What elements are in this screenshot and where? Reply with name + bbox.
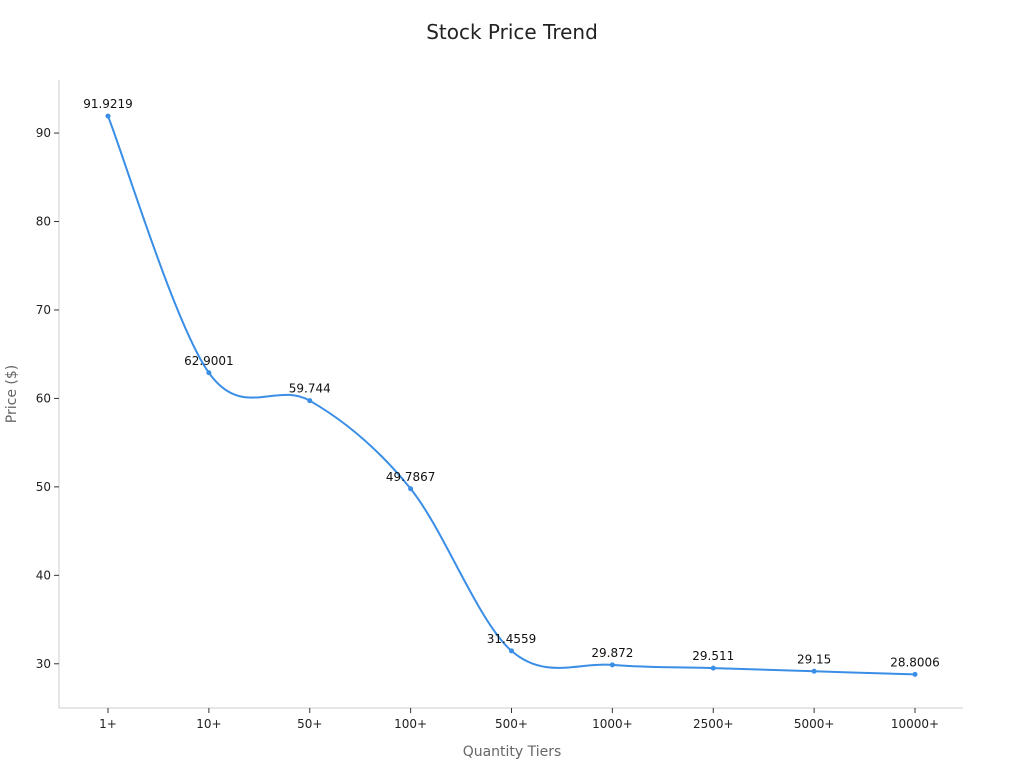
data-label: 49.7867 xyxy=(386,470,436,484)
data-point xyxy=(609,662,615,668)
x-tick-label: 1000+ xyxy=(592,717,633,731)
series-line xyxy=(107,115,916,676)
y-tick-label: 80 xyxy=(36,215,51,229)
data-labels: 91.9219 62.9001 59.744 49.7867 31.4559 29.872… xyxy=(83,97,940,669)
data-label: 29.511 xyxy=(692,649,734,663)
data-point xyxy=(206,370,212,376)
data-label: 62.9001 xyxy=(184,354,234,368)
x-tick-label: 100+ xyxy=(394,717,427,731)
data-point xyxy=(408,486,414,492)
data-label: 29.15 xyxy=(797,652,831,666)
data-label: 59.744 xyxy=(289,382,331,396)
y-tick-label: 90 xyxy=(36,126,51,140)
x-tick-label: 5000+ xyxy=(794,717,835,731)
x-axis-ticks: 1+ 10+ 50+ 100+ 500+ 1000+ 2500+ 5000+ 10000+ xyxy=(99,708,939,731)
y-tick-label: 30 xyxy=(36,657,51,671)
y-axis-ticks: 30 40 50 60 70 80 90 xyxy=(36,126,59,671)
data-label: 29.872 xyxy=(591,646,633,660)
y-tick-label: 50 xyxy=(36,480,51,494)
data-point xyxy=(710,665,716,671)
x-tick-label: 10+ xyxy=(196,717,221,731)
data-label: 91.9219 xyxy=(83,97,133,111)
data-label: 28.8006 xyxy=(890,655,940,669)
y-axis-title: Price ($) xyxy=(4,365,20,423)
data-point xyxy=(509,648,514,654)
y-tick-label: 60 xyxy=(36,391,51,405)
x-tick-label: 50+ xyxy=(297,717,322,731)
data-point xyxy=(811,668,817,674)
data-point xyxy=(307,398,313,404)
chart-title: Stock Price Trend xyxy=(426,20,598,44)
y-tick-label: 70 xyxy=(36,303,51,317)
y-tick-label: 40 xyxy=(36,568,51,582)
x-tick-label: 2500+ xyxy=(693,717,734,731)
data-point xyxy=(105,113,111,119)
x-axis-title: Quantity Tiers xyxy=(463,744,562,760)
data-label: 31.4559 xyxy=(487,632,537,646)
data-point xyxy=(912,671,918,677)
x-tick-label: 10000+ xyxy=(891,717,939,731)
data-points xyxy=(105,113,918,677)
x-tick-label: 1+ xyxy=(99,717,117,731)
x-tick-label: 500+ xyxy=(495,717,528,731)
